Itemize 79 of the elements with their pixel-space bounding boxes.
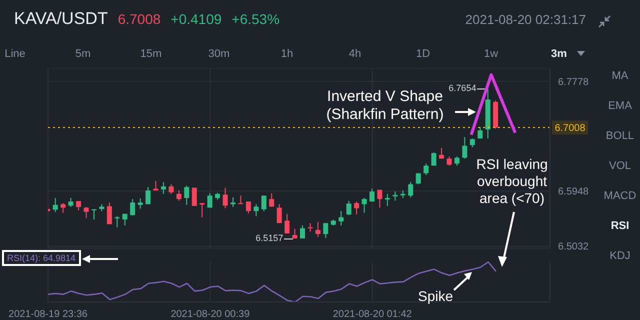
candlestick — [300, 225, 305, 239]
x-tick-label: 2021-08-20 01:42 — [332, 309, 412, 320]
text: 6.7008 — [118, 11, 161, 27]
candlestick — [315, 222, 320, 238]
text: RSI — [610, 220, 630, 232]
text: 3m — [550, 48, 568, 60]
candlestick — [346, 200, 352, 216]
candlestick — [392, 191, 398, 202]
candlestick — [207, 192, 212, 208]
x-tick-label: 2021-08-20 00:39 — [170, 309, 250, 320]
text: EMA — [607, 100, 633, 112]
candlestick — [431, 152, 436, 166]
text: +0.4109 — [170, 11, 222, 27]
candlestick — [222, 187, 228, 209]
candlestick — [176, 190, 182, 202]
text: 4h — [348, 48, 362, 60]
ref-line-label: 6.7008 — [554, 123, 586, 134]
candlestick — [284, 213, 290, 234]
text: 15m — [139, 48, 163, 60]
text: Line — [4, 48, 26, 60]
candlestick — [200, 202, 205, 218]
text: 5m — [74, 48, 92, 60]
annotation: Spike — [418, 288, 454, 304]
y-tick-label: 6.7778 — [558, 76, 590, 88]
candlestick — [377, 189, 382, 208]
candlestick — [168, 184, 174, 194]
text: 1h — [280, 48, 294, 60]
text: MA — [610, 70, 630, 82]
candlestick — [146, 186, 151, 205]
candlestick — [323, 222, 328, 238]
y-tick-label: 6.5032 — [558, 242, 590, 253]
candlestick — [408, 181, 414, 198]
text: 2021-08-20 02:31:17 — [465, 12, 586, 27]
candlestick — [478, 126, 483, 139]
annotation: 6.7654 — [448, 82, 476, 93]
candlestick — [276, 204, 282, 224]
candlestick — [160, 182, 166, 194]
text: +6.53% — [232, 11, 280, 27]
candlestick — [384, 193, 390, 206]
candlestick — [338, 210, 344, 226]
candlestick — [261, 195, 266, 212]
text: KDJ — [608, 250, 632, 262]
candlestick — [424, 163, 429, 176]
candlestick — [454, 156, 460, 166]
candlestick — [462, 136, 468, 160]
candlestick — [446, 156, 452, 166]
candlestick — [238, 195, 244, 204]
text: BOLL — [604, 130, 636, 142]
candlestick — [184, 185, 190, 206]
candlestick — [76, 200, 82, 211]
candlestick — [114, 216, 120, 228]
candlestick — [370, 188, 375, 202]
candlestick — [60, 202, 66, 214]
text: MACD — [602, 190, 638, 202]
candlestick — [52, 198, 58, 213]
candlestick — [130, 198, 136, 216]
chart-title: KAVA/USDT — [14, 9, 108, 29]
candlestick — [153, 180, 158, 191]
candlestick — [246, 201, 251, 214]
text: VOL — [608, 160, 632, 172]
candlestick — [254, 204, 259, 217]
candlestick — [269, 192, 274, 208]
annotation: RSI leaving overbought area (<70) — [475, 156, 549, 206]
annotation: 6.5157 — [254, 232, 284, 243]
text: 1w — [482, 48, 500, 60]
candlestick — [354, 201, 360, 215]
candlestick — [362, 198, 367, 214]
y-tick-label: 6.5948 — [558, 186, 590, 198]
text: 30m — [207, 48, 231, 60]
candlestick — [416, 172, 421, 185]
candlestick — [106, 202, 112, 225]
x-tick-label: 2021-08-19 23:36 — [8, 309, 88, 320]
candlestick — [84, 206, 89, 218]
candlestick — [192, 187, 197, 206]
candlestick — [91, 208, 96, 220]
text: 1D — [414, 48, 432, 60]
candlestick — [138, 198, 143, 210]
annotation: Inverted V Shape (Sharkfin Pattern) — [325, 88, 445, 124]
annotation: RSI(14): 64.9814 — [2, 250, 81, 266]
